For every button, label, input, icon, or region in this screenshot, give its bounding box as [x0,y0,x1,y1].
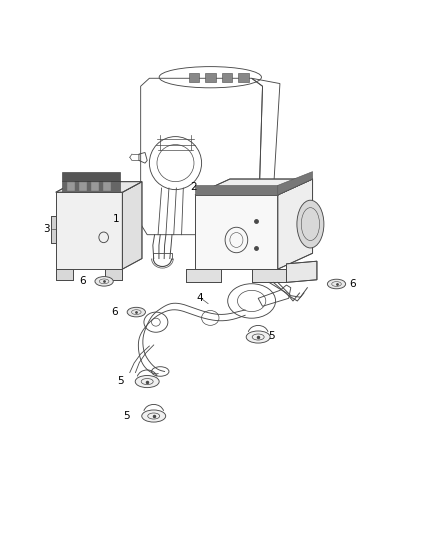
Polygon shape [50,216,56,243]
Text: 6: 6 [80,276,86,286]
Polygon shape [195,179,313,195]
Ellipse shape [95,277,113,286]
Polygon shape [195,195,278,269]
Text: 5: 5 [117,376,124,386]
Polygon shape [91,182,99,191]
Polygon shape [62,172,120,181]
Polygon shape [188,73,199,82]
Polygon shape [56,192,122,269]
Polygon shape [103,182,111,191]
Text: 1: 1 [113,214,119,224]
Polygon shape [205,73,216,82]
Text: 2: 2 [191,182,198,192]
Ellipse shape [135,376,159,387]
Text: 4: 4 [196,293,203,303]
Polygon shape [122,182,142,269]
Ellipse shape [327,279,346,289]
Text: 6: 6 [111,307,118,317]
Text: 5: 5 [123,411,130,421]
Ellipse shape [142,410,166,422]
Ellipse shape [127,308,145,317]
Polygon shape [67,182,74,191]
Ellipse shape [297,200,324,248]
Polygon shape [238,73,249,82]
Polygon shape [286,261,317,282]
Polygon shape [252,269,286,282]
Polygon shape [278,179,313,269]
Polygon shape [186,269,221,282]
Polygon shape [105,269,122,280]
Ellipse shape [246,331,270,343]
Polygon shape [62,181,120,192]
Text: 5: 5 [268,332,275,342]
Text: 3: 3 [44,224,50,235]
Polygon shape [56,182,142,192]
Polygon shape [56,269,73,280]
Polygon shape [278,172,313,195]
Polygon shape [222,73,233,82]
Polygon shape [195,185,278,195]
Text: 6: 6 [350,279,356,289]
Polygon shape [79,182,87,191]
